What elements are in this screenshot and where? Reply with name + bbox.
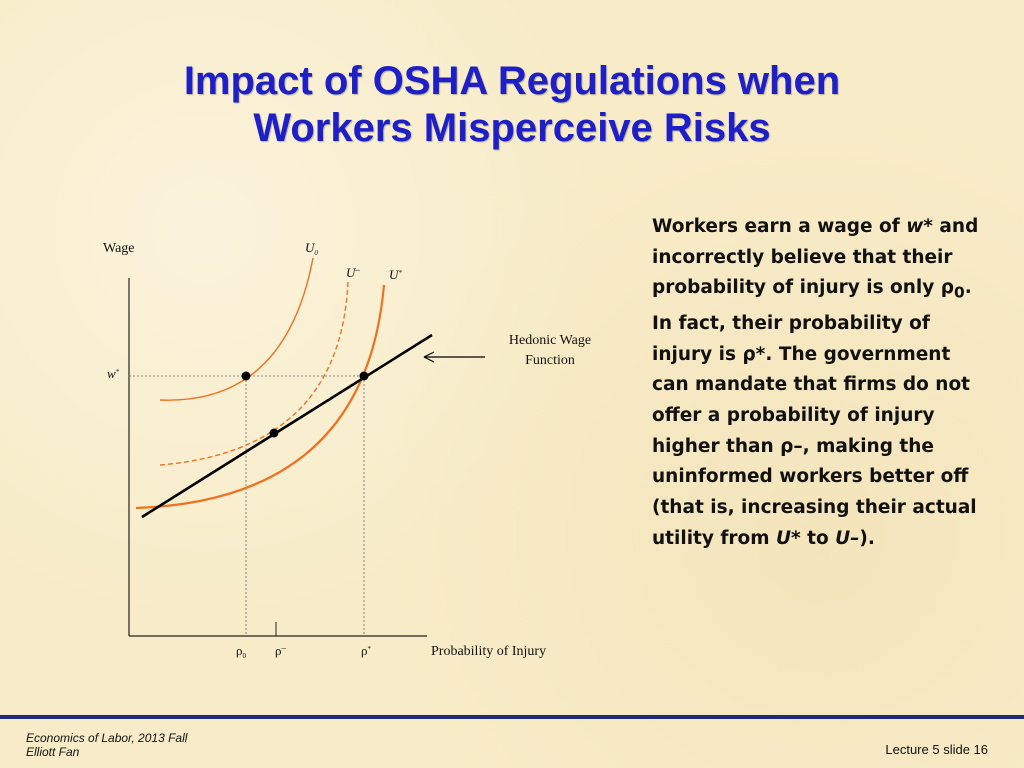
y-axis-label: Wage [103,241,135,256]
footer-course-info: Economics of Labor, 2013 Fall Elliott Fa… [26,731,187,759]
point-ubar-rhobar [269,428,279,438]
ustar-curve [135,284,386,510]
footer-divider [0,715,1024,719]
rho0-tick-label: ρ0 [236,643,247,660]
rhostar-tick-label: ρ* [361,643,372,658]
slide-title: Impact of OSHA Regulations when Workers … [0,58,1024,152]
wage-star-label: w* [107,366,120,381]
hedonic-wage-diagram: Wage Probability of Injury U0 U– U* w* H… [103,240,591,660]
ubar-label: U– [346,265,360,280]
instructor-name: Elliott Fan [26,745,80,759]
u0-curve [159,257,314,401]
course-name: Economics of Labor, 2013 Fall [26,731,188,745]
ubar-curve [159,281,349,466]
hedonic-label-line-2: Function [525,353,575,368]
explanation-text: Workers earn a wage of w* and incorrectl… [652,216,979,549]
rhobar-tick-label: ρ– [275,643,287,658]
x-axis-label: Probability of Injury [431,644,546,659]
slide-number: Lecture 5 slide 16 [885,742,988,757]
title-line-2: Workers Misperceive Risks [253,106,771,150]
point-u0-rho0 [241,371,251,381]
u0-label: U0 [305,240,318,257]
point-ustar-rhostar [359,371,369,381]
hedonic-wage-line [141,333,433,519]
arrow-left-icon [423,351,435,363]
hedonic-label-line-1: Hedonic Wage [509,333,591,348]
title-line-1: Impact of OSHA Regulations when [183,59,841,103]
ustar-label: U* [389,267,402,282]
